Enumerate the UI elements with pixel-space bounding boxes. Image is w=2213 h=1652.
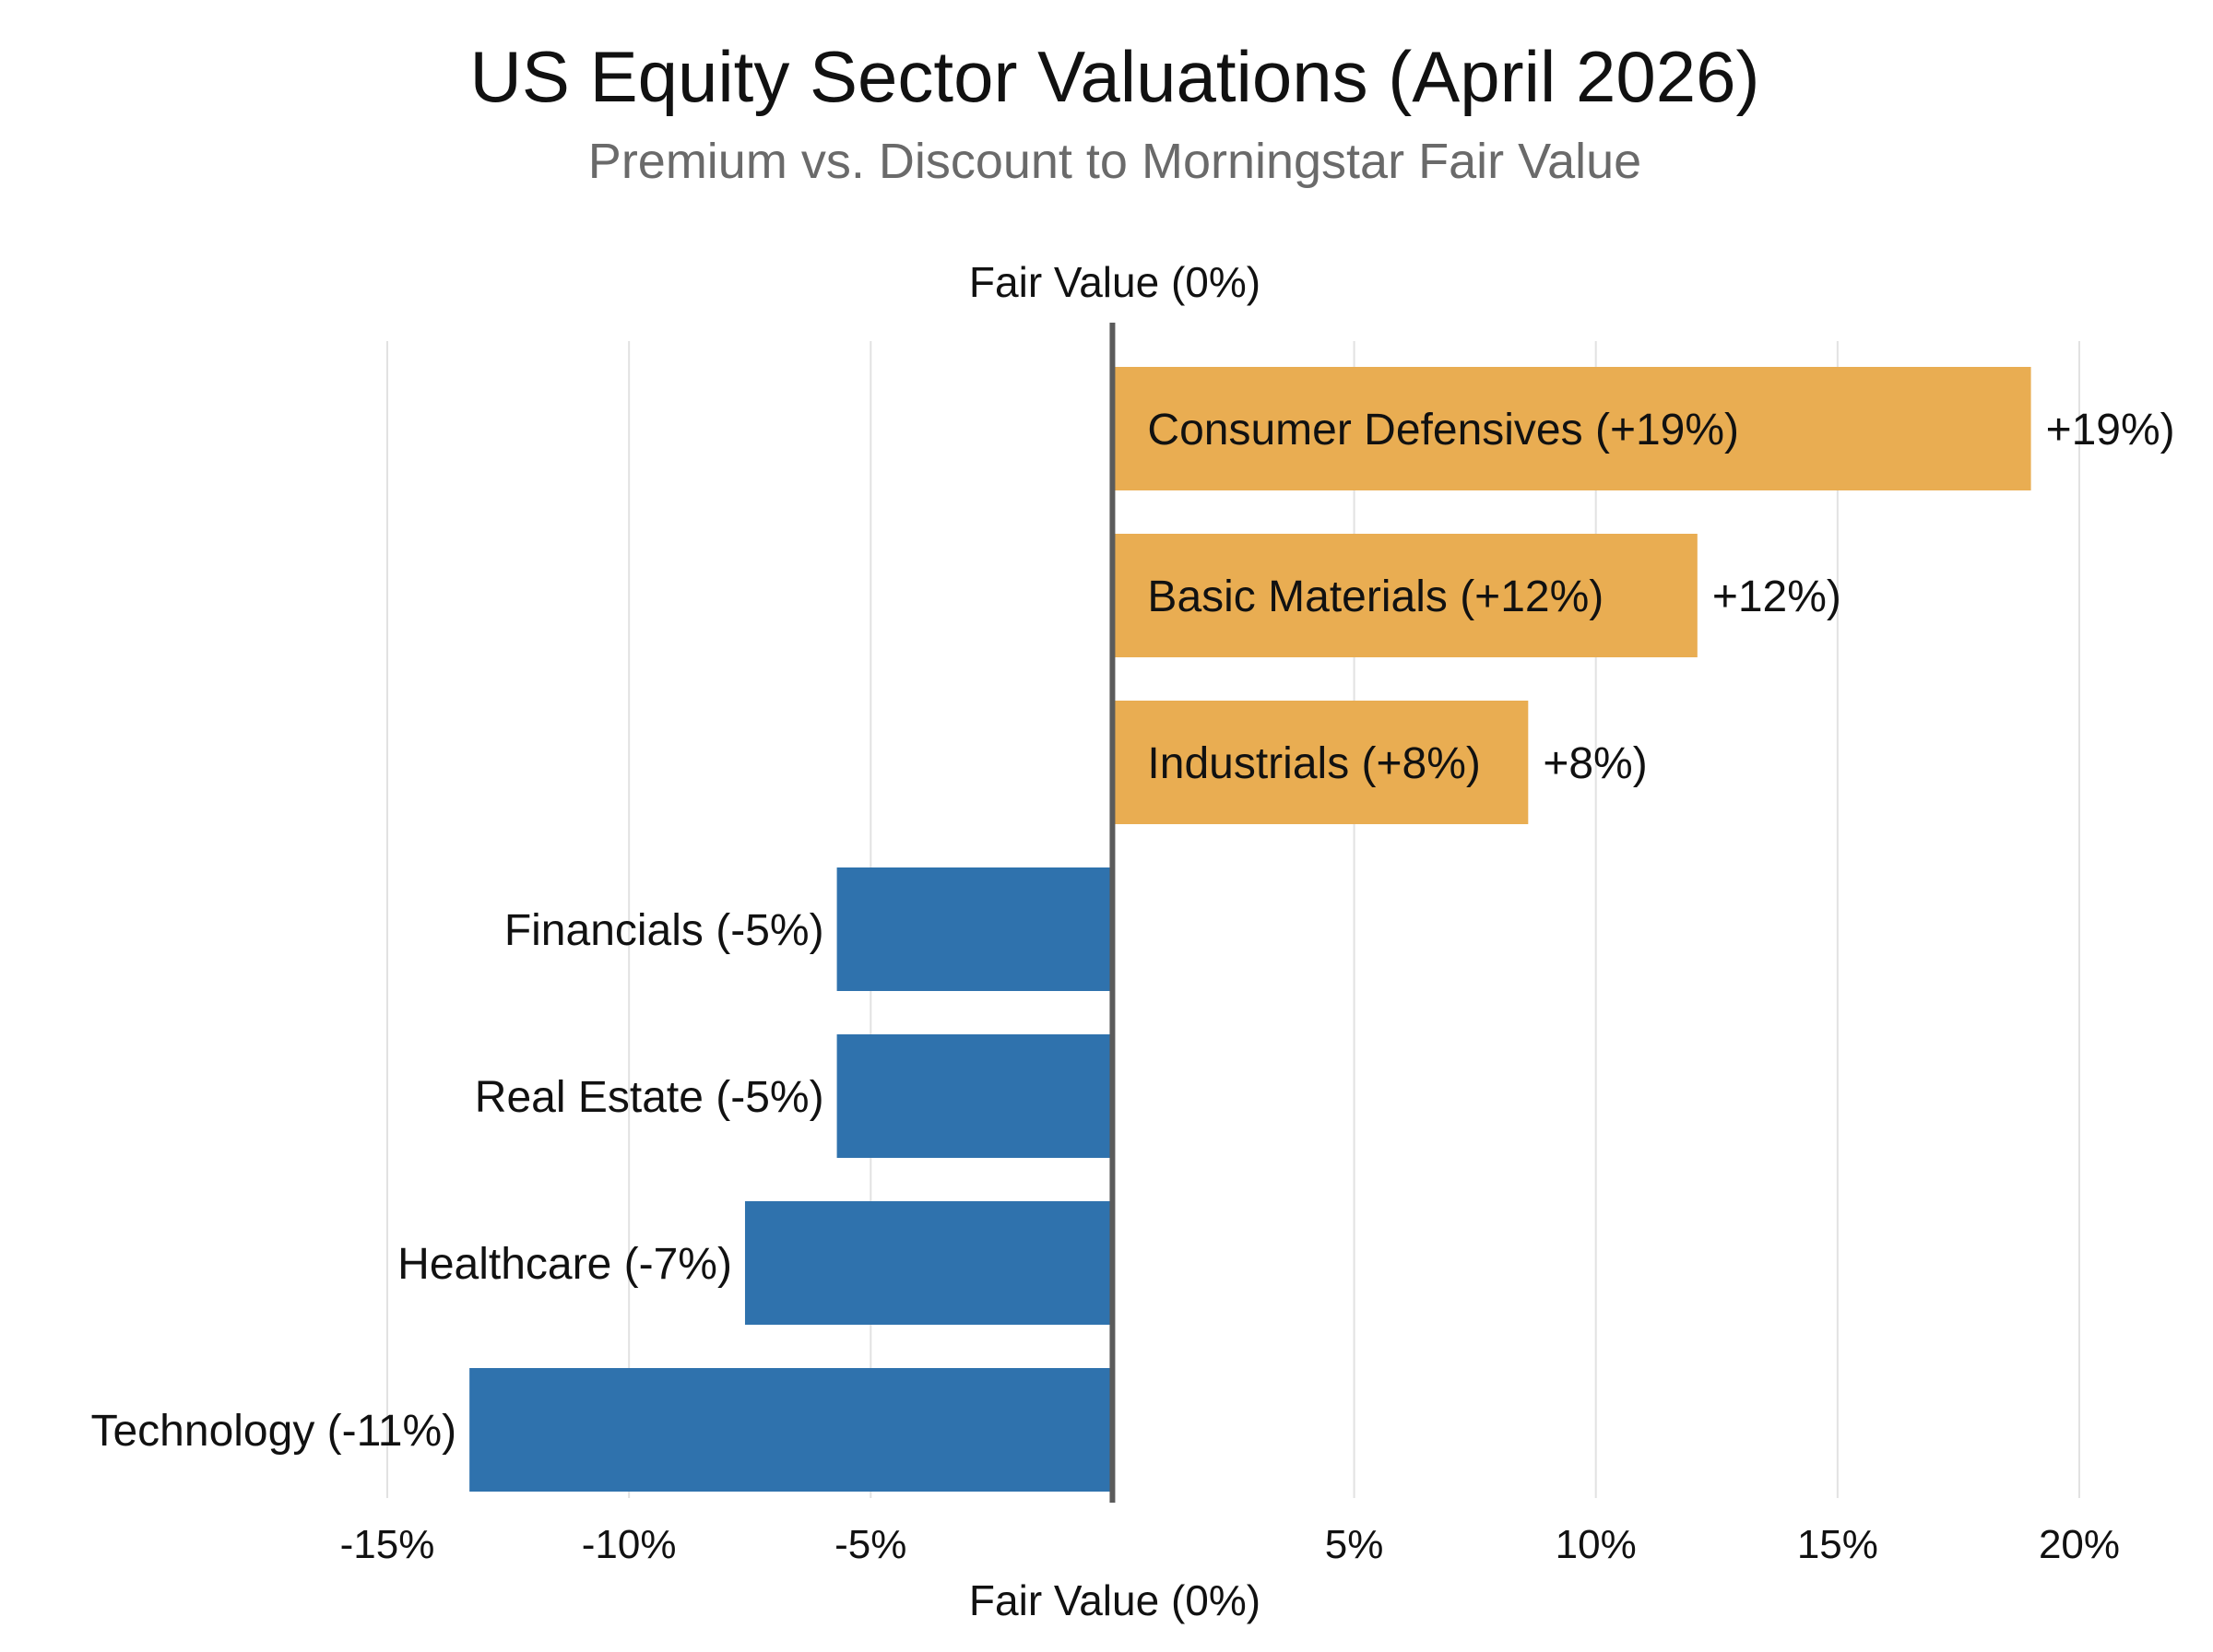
top-axis-title: Fair Value (0%): [969, 258, 1260, 306]
sector-label: Real Estate (-5%): [475, 1073, 824, 1122]
x-tick-label: 15%: [1797, 1522, 1878, 1567]
sector-value-label: +8%): [1543, 739, 1647, 788]
x-tick-label: -15%: [340, 1522, 435, 1567]
x-tick-label: 10%: [1556, 1522, 1637, 1567]
x-tick-label: -10%: [582, 1522, 677, 1567]
chart-title: US Equity Sector Valuations (April 2026): [470, 36, 1760, 117]
sector-bar: [836, 1034, 1113, 1158]
sector-bar: [836, 867, 1113, 991]
bottom-axis-title: Fair Value (0%): [969, 1576, 1260, 1624]
sector-bar: [1112, 367, 2031, 490]
sector-label: Financials (-5%): [504, 906, 824, 955]
sector-label: Healthcare (-7%): [397, 1240, 732, 1289]
sector-label: Industrials (+8%): [1147, 739, 1480, 788]
sector-label: Technology (-11%): [90, 1407, 456, 1456]
sector-bar: [744, 1201, 1113, 1325]
sector-bar: [1112, 534, 1698, 657]
x-tick-label: 20%: [2039, 1522, 2120, 1567]
sector-value-label: +19%): [2046, 406, 2175, 454]
x-axis-ticks: -15% -10% -5% 5% 10% 15% 20%: [340, 1522, 2120, 1567]
x-tick-label: 5%: [1325, 1522, 1384, 1567]
sector-bar: [1112, 701, 1529, 824]
sector-bar: [469, 1368, 1113, 1492]
sector-label: Basic Materials (+12%): [1147, 572, 1604, 621]
chart-subtitle: Premium vs. Discount to Morningstar Fair…: [588, 134, 1641, 189]
sector-value-label: +12%): [1712, 572, 1841, 621]
chart-bar-labels: Consumer Defensives (+19%) +19%) Basic Mat…: [90, 406, 2174, 1456]
sector-label: Consumer Defensives (+19%): [1147, 406, 1739, 454]
x-tick-label: -5%: [834, 1522, 906, 1567]
chart-bars: [469, 367, 2031, 1492]
